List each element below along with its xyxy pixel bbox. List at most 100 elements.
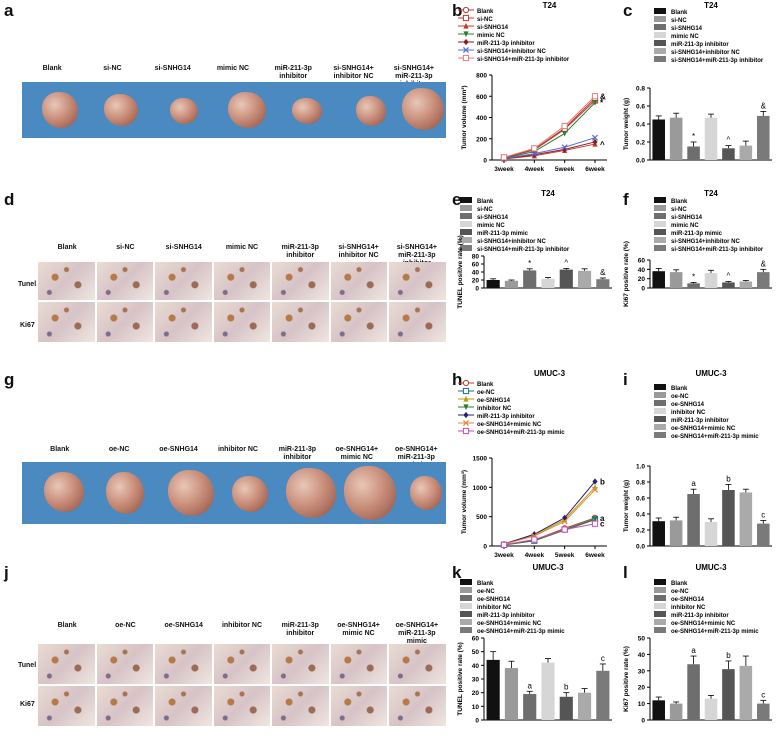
group-label: oe-SNHG14+ mimic NC [337,622,380,637]
tumor-image [286,468,336,518]
significance-label: & [600,268,606,277]
legend-swatch [654,213,666,219]
legend-swatch [654,245,666,251]
legend-label: Blank [477,382,494,388]
legend-label: Blank [477,581,494,587]
significance-label: ^ [564,258,568,267]
histology-image [38,262,95,300]
series-line [503,102,596,159]
bar [523,270,537,288]
legend-label: si-SNHG14+inhibitor NC [671,50,741,56]
legend-swatch [654,197,666,203]
significance-label: a [691,646,696,655]
legend-label: mimic NC [477,33,505,39]
data-point [500,541,508,548]
legend-label: oe-SNHG14+miR-211-3p mimic [671,629,759,635]
tumor-photo-umuc3 [22,462,446,524]
series-line [503,141,596,160]
legend-label: oe-SNHG14+miR-211-3p mimic [477,629,565,635]
legend-label: si-NC [477,207,493,213]
chart-i-tumor-weight-umuc3: UMUC-3 Blank oe-NC oe-SNHG14 inhibitor NC miR… [623,369,772,551]
data-point [561,526,568,533]
row-label-tunel: Tunel [18,281,37,288]
legend-label: si-NC [477,17,493,23]
series-line [503,143,596,160]
bar [704,698,718,720]
legend-swatch [460,205,472,211]
histology-image [213,262,271,300]
legend-label: si-SNHG14+inhibitor NC [671,239,741,245]
histology-image [330,262,388,300]
histology-image [389,644,447,684]
data-point [462,46,470,54]
histology-image [38,686,95,726]
legend-label: si-SNHG14+inhibitor NC [477,49,547,55]
x-tick-label: 5week [555,552,575,558]
bar [652,271,665,288]
histology-image [389,686,447,726]
histology-image [155,686,212,726]
y-tick-label: 0 [641,286,645,293]
legend-swatch [460,221,472,227]
group-label: miR-211-3p inhibitor [281,622,319,637]
legend-swatch [460,611,472,617]
legend-label: Blank [477,199,494,205]
group-label: oe-SNHG14+ miR-211-3p mimic [395,622,439,645]
legend-label: oe-NC [477,390,495,396]
data-point [591,93,599,100]
legend-swatch [654,16,666,22]
legend-swatch [654,237,666,243]
histology-row-tunel [38,644,447,684]
bar [722,669,735,720]
legend-swatch [654,32,666,38]
histology-j-group-labels: Blank oe-NC oe-SNHG14 inhibitor NC miR-2… [38,622,446,646]
legend-label: inhibitor NC [477,406,512,412]
y-tick-label: 20 [638,685,646,692]
histology-image [330,686,388,726]
legend-swatch [654,424,666,430]
group-label: mimic NC [216,65,250,72]
bar [652,700,665,720]
legend-swatch [654,221,666,227]
y-tick-label: 60 [472,636,480,643]
x-tick-label: 6week [585,166,605,173]
significance-label: * [600,99,604,108]
bar [722,282,735,288]
data-point [463,404,469,411]
y-tick-label: 0.0 [636,158,645,165]
group-label: si-SNHG14+ inhibitor NC [338,244,379,259]
legend-label: si-SNHG14+miR-211-3p inhibitor [671,247,764,253]
legend-swatch [654,627,666,633]
legend-swatch [460,213,472,219]
legend-label: inhibitor NC [477,605,512,611]
histology-image [38,302,95,342]
y-tick-label: 40 [638,267,646,274]
histology-image [330,644,388,684]
data-point [462,419,470,427]
histology-image [213,302,271,342]
row-label-ki67: Ki67 [20,322,35,329]
y-axis-label: Ki67 positive rate (%) [623,646,630,712]
y-axis-label: Tumor weight (g) [623,98,630,150]
bar [577,270,592,288]
x-tick-label: 4week [525,552,545,558]
data-point [591,486,599,493]
y-tick-label: 200 [476,136,487,143]
data-point [591,134,599,141]
legend-label: oe-SNHG14+mimic NC [477,422,542,428]
legend-swatch [460,627,472,633]
histology-image [96,262,154,300]
bar [687,664,700,720]
legend-swatch [654,611,666,617]
chart-l-ki67-umuc3: UMUC-3 Blank oe-NC oe-SNHG14 inhibitor NC miR… [623,563,772,725]
legend-label: miR-211-3p inhibitor [477,613,535,619]
tumor-image [228,92,266,128]
y-tick-label: 0.2 [636,528,645,535]
data-point [592,478,598,485]
bar [704,273,718,288]
data-point [463,411,469,419]
bar [559,269,573,288]
legend-swatch [654,619,666,625]
tumor-image [232,476,268,512]
chart-title: T24 [704,1,718,10]
